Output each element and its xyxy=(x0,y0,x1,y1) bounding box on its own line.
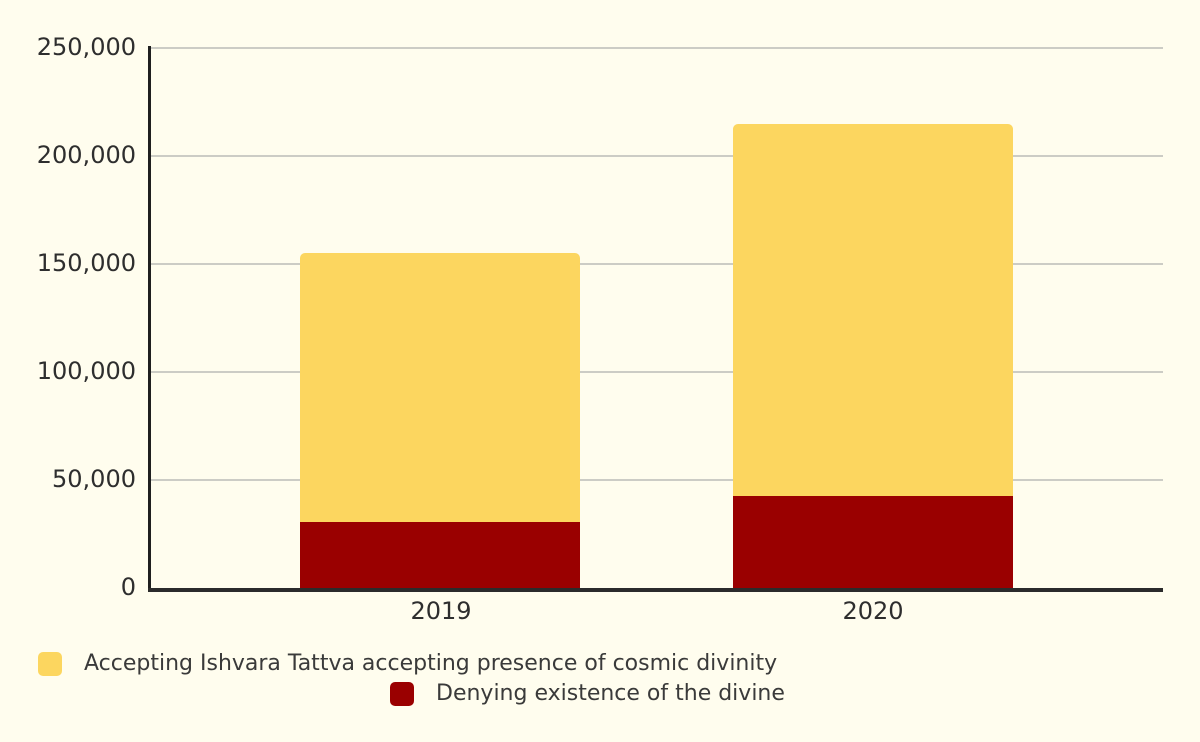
y-tick-label: 100,000 xyxy=(36,357,136,385)
bar-2020-accepting-segment[interactable] xyxy=(733,123,1013,497)
bar-2020-denying-segment[interactable] xyxy=(733,496,1013,588)
y-tick-label: 0 xyxy=(120,573,136,601)
y-tick-label: 50,000 xyxy=(52,465,136,493)
x-tick-label-2019: 2019 xyxy=(410,597,472,625)
gridline xyxy=(150,155,1163,157)
y-tick-label: 250,000 xyxy=(36,33,136,61)
legend-swatch-denying-icon xyxy=(390,682,414,706)
x-tick-label-2020: 2020 xyxy=(842,597,904,625)
legend-item-accepting[interactable]: Accepting Ishvara Tattva accepting prese… xyxy=(38,650,777,678)
bar-2019-accepting-segment[interactable] xyxy=(300,253,580,523)
x-axis-line xyxy=(148,588,1163,592)
y-tick-label: 150,000 xyxy=(36,249,136,277)
y-tick-label: 200,000 xyxy=(36,141,136,169)
gridline xyxy=(150,479,1163,481)
legend-label-denying: Denying existence of the divine xyxy=(436,681,785,706)
bar-2019-denying-segment[interactable] xyxy=(300,522,580,588)
legend-label-accepting: Accepting Ishvara Tattva accepting prese… xyxy=(84,651,778,676)
gridline xyxy=(150,371,1163,373)
gridline xyxy=(150,47,1163,49)
plot-area xyxy=(150,47,1163,588)
legend-item-denying[interactable]: Denying existence of the divine xyxy=(390,680,785,708)
y-axis-line xyxy=(148,46,151,589)
legend-swatch-accepting-icon xyxy=(38,652,62,676)
gridline xyxy=(150,263,1163,265)
